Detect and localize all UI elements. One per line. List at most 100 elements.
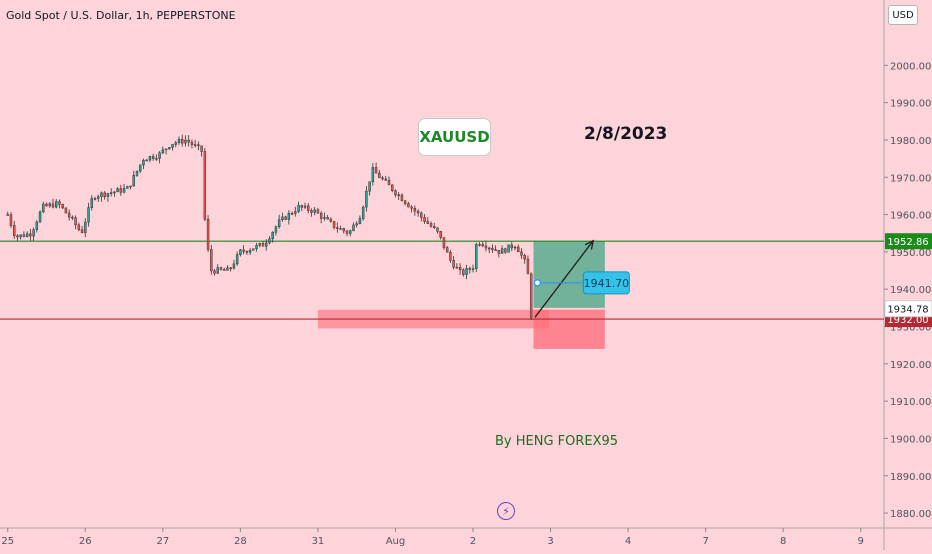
candle-body	[397, 194, 400, 197]
candle-body	[158, 152, 161, 159]
x-tick-label: 26	[79, 536, 92, 547]
candle-body	[67, 212, 71, 218]
candle-body	[109, 192, 113, 194]
candle-body	[164, 148, 168, 151]
candle-body	[32, 229, 35, 237]
candle-body	[465, 268, 468, 275]
y-tick-label: 1900.00	[890, 434, 931, 445]
level-price-label: 1932.00	[887, 315, 928, 326]
candle-body	[316, 209, 320, 214]
candle-body	[151, 156, 155, 159]
candle-body	[281, 216, 284, 220]
candle-body	[80, 229, 84, 233]
candle-body	[307, 205, 310, 211]
candle-body	[61, 204, 64, 209]
candle-body	[161, 149, 165, 154]
candle-body	[445, 247, 449, 253]
candle-body	[523, 254, 526, 260]
candle-body	[513, 246, 517, 249]
candle-body	[426, 221, 430, 224]
candle-body	[223, 269, 226, 271]
candle-body	[504, 248, 507, 253]
x-tick-label: Aug	[386, 536, 406, 547]
candle-body	[439, 230, 442, 238]
candle-body	[142, 159, 145, 166]
candle-body	[416, 210, 420, 214]
candle-body	[84, 221, 87, 233]
candle-body	[55, 201, 58, 208]
x-tick-label: 28	[234, 536, 247, 547]
candle-body	[219, 267, 223, 270]
candle-body	[462, 269, 465, 275]
candle-body	[22, 234, 26, 237]
candle-body	[284, 216, 287, 220]
candle-body	[290, 212, 294, 215]
candle-body	[287, 212, 291, 220]
candle-body	[9, 214, 13, 226]
currency-button[interactable]: USD	[888, 5, 918, 25]
candle-body	[58, 201, 61, 205]
candle-body	[203, 151, 207, 220]
candle-body	[261, 243, 265, 247]
candle-body	[119, 188, 123, 193]
x-tick-label: 3	[547, 536, 553, 547]
candle-body	[245, 251, 249, 253]
candle-body	[71, 216, 74, 219]
candle-body	[122, 188, 126, 193]
candle-body	[235, 254, 239, 265]
candle-body	[300, 205, 303, 208]
current-price-tag	[884, 300, 932, 318]
y-tick-label: 1930.00	[890, 323, 931, 334]
mid-price-box	[582, 271, 630, 295]
candle-body	[310, 210, 313, 213]
candle-body	[475, 244, 478, 270]
candle-body	[87, 207, 90, 223]
x-tick-label: 4	[625, 536, 631, 547]
y-tick-label: 1950.00	[890, 248, 931, 259]
author-note: By HENG FOREX95	[495, 434, 619, 449]
candle-body	[255, 245, 258, 249]
candle-body	[64, 207, 68, 214]
lightning-icon[interactable]: ⚡	[497, 502, 515, 520]
y-tick-label: 1970.00	[890, 173, 931, 184]
candle-body	[116, 188, 119, 193]
candle-body	[171, 144, 174, 148]
candle-body	[93, 198, 97, 200]
candle-body	[248, 250, 252, 253]
candle-body	[526, 258, 530, 275]
candle-body	[42, 203, 45, 213]
candle-body	[12, 225, 16, 236]
candle-body	[420, 212, 423, 218]
symbol-note-box[interactable]: XAUUSD	[418, 118, 491, 156]
candle-body	[442, 237, 446, 248]
candle-body	[265, 242, 268, 247]
candle-body	[90, 198, 93, 208]
candle-body	[378, 172, 381, 179]
trend-arrow-head	[584, 239, 595, 250]
candle-body	[361, 206, 365, 219]
candle-body	[216, 267, 219, 274]
candle-body	[229, 267, 232, 270]
candle-body	[520, 251, 523, 256]
candle-body	[413, 207, 417, 212]
candle-body	[510, 244, 514, 249]
candle-body	[145, 159, 148, 162]
candle-body	[478, 244, 481, 246]
candle-body	[339, 228, 342, 230]
candle-body	[481, 244, 484, 247]
candle-body	[433, 226, 436, 229]
x-tick-label: 7	[702, 536, 708, 547]
y-tick-label: 1960.00	[890, 211, 931, 222]
candle-body	[129, 185, 132, 188]
candle-body	[326, 217, 329, 220]
candle-body	[529, 273, 533, 318]
current-price-label: 1934.78	[887, 305, 928, 316]
candle-body	[491, 247, 494, 250]
candle-body	[365, 190, 368, 208]
candle-body	[45, 203, 48, 207]
candle-body	[252, 248, 255, 251]
candle-body	[187, 139, 190, 143]
candle-body	[48, 203, 51, 207]
